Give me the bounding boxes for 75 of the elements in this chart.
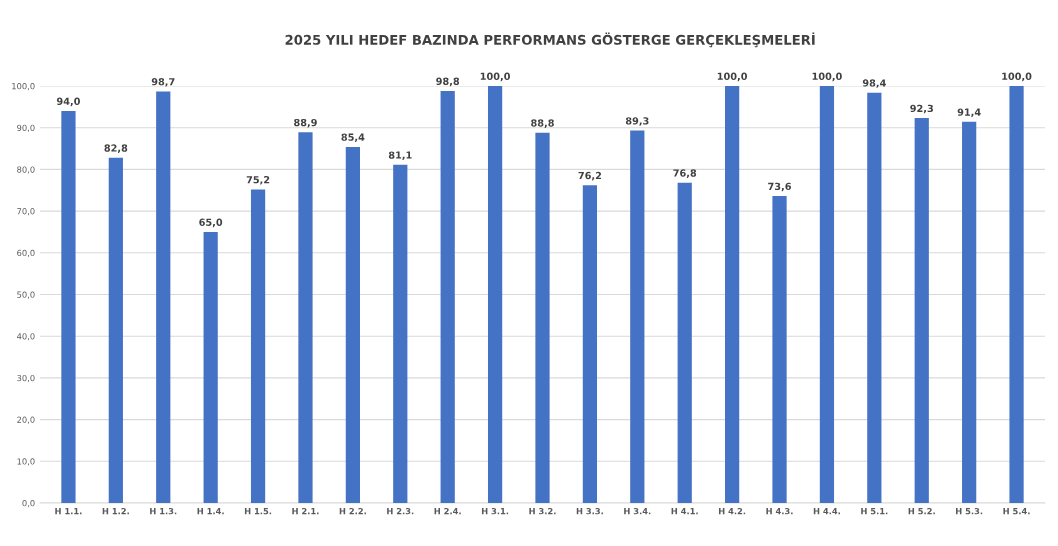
x-tick-label: H 3.2.	[529, 508, 556, 515]
data-label: 76,8	[673, 169, 697, 178]
data-label: 100,0	[1002, 72, 1032, 82]
x-tick-label: H 4.4.	[813, 508, 840, 515]
bar	[582, 185, 598, 503]
data-label: 92,3	[910, 104, 933, 114]
x-tick-label: H 1.3.	[150, 508, 177, 515]
data-label: 88,9	[294, 118, 317, 128]
x-tick-label: H 2.2.	[339, 508, 366, 515]
data-label: 100,0	[480, 72, 511, 82]
y-tick-label: 30,0	[17, 374, 35, 383]
bar	[630, 130, 645, 503]
bar	[535, 132, 550, 503]
bar	[61, 111, 76, 503]
x-tick-label: H 3.1.	[481, 508, 509, 515]
data-label: 98,8	[436, 77, 460, 87]
x-tick-label: H 2.3.	[387, 508, 414, 515]
data-label: 98,4	[862, 79, 886, 88]
x-tick-label: H 1.5.	[244, 508, 272, 515]
data-label: 91,4	[957, 108, 981, 118]
chart-title: 2025 YILI HEDEF BAZINDA PERFORMANS GÖSTERGE GERÇEKLEŞMELERİ	[285, 32, 815, 48]
x-tick-label: H 1.2.	[102, 508, 129, 515]
bar	[725, 86, 740, 503]
bar	[393, 164, 408, 503]
x-tick-label: H 4.2.	[718, 508, 746, 515]
x-tick-label: H 4.3.	[766, 508, 793, 515]
x-tick-label: H 5.1.	[861, 508, 888, 515]
bar	[250, 189, 266, 503]
data-label: 100,0	[812, 72, 842, 82]
x-tick-label: H 4.1.	[671, 508, 698, 515]
y-tick-label: 60,0	[17, 249, 35, 257]
data-label: 98,7	[151, 78, 175, 87]
x-tick-label: H 5.4.	[1003, 508, 1030, 515]
y-tick-label: 10,0	[17, 458, 35, 466]
data-label: 81,1	[388, 151, 412, 161]
bar	[156, 91, 171, 503]
data-label: 82,8	[104, 144, 128, 153]
y-tick-label: 20,0	[17, 416, 35, 424]
x-tick-label: H 2.1.	[292, 508, 319, 515]
bar	[298, 132, 313, 503]
bar	[867, 92, 882, 503]
bar	[677, 182, 692, 503]
y-tick-label: 80,0	[17, 166, 35, 174]
bar	[1009, 86, 1024, 503]
bar	[108, 157, 123, 503]
bar	[345, 146, 360, 503]
x-tick-label: H 3.4.	[624, 508, 651, 515]
y-tick-label: 50,0	[17, 291, 35, 299]
x-tick-label: H 1.1.	[55, 508, 82, 515]
y-tick-label: 90,0	[17, 124, 35, 132]
bar	[203, 231, 218, 503]
bar	[772, 196, 787, 503]
x-tick-label: H 3.3.	[576, 508, 603, 515]
bar	[914, 118, 929, 503]
y-tick-label: 40,0	[16, 333, 35, 341]
data-label: 88,8	[531, 119, 554, 128]
data-label: 94,0	[56, 97, 80, 107]
x-tick-label: H 5.2.	[908, 508, 935, 515]
data-label: 89,3	[625, 117, 649, 126]
data-label: 75,2	[246, 176, 270, 185]
bar	[487, 86, 503, 503]
y-tick-label: 70,0	[17, 208, 35, 216]
y-tick-label: 0,0	[22, 499, 35, 508]
data-label: 85,4	[341, 133, 365, 143]
bar	[819, 86, 835, 503]
bar	[962, 121, 977, 503]
data-label: 73,6	[768, 182, 791, 192]
data-label: 76,2	[578, 171, 602, 181]
data-label: 100,0	[717, 72, 748, 82]
x-tick-label: H 5.3.	[956, 508, 983, 515]
x-tick-label: H 2.4.	[434, 508, 461, 515]
x-tick-label: H 1.4.	[197, 508, 224, 515]
bar	[440, 91, 455, 503]
y-tick-label: 100,0	[12, 82, 35, 91]
data-label: 65,0	[199, 218, 223, 228]
